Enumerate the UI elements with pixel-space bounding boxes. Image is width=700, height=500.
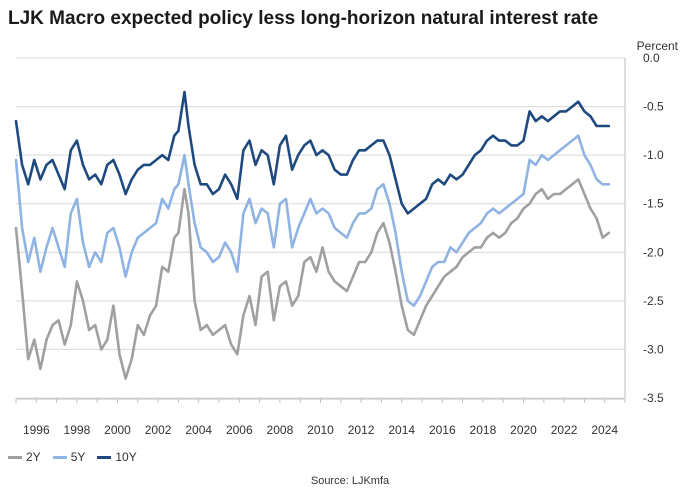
y-tick-label: -1.5: [643, 197, 664, 211]
y-tick-label: -2.0: [643, 245, 664, 259]
legend-label: 10Y: [115, 450, 137, 464]
x-tick-label: 2022: [551, 423, 578, 437]
x-tick-label: 2008: [267, 423, 294, 437]
x-tick-label: 2002: [145, 423, 172, 437]
series-lines: [14, 90, 611, 380]
x-tick-label: 2012: [348, 423, 375, 437]
legend: 2Y 5Y 10Y: [8, 450, 137, 464]
x-tick-label: 2020: [510, 423, 537, 437]
y-tick-label: -2.5: [643, 294, 664, 308]
y-tick-label: -0.5: [643, 100, 664, 114]
x-tick-label: 1998: [64, 423, 91, 437]
x-axis: 1996 1998 2000 2002 2004 2006 2008 2010 2012 2014…: [15, 398, 626, 437]
x-tick-label: 2006: [226, 423, 253, 437]
y-tick-label: -1.0: [643, 148, 664, 162]
y-axis: 0.0 -0.5 -1.0 -1.5 -2.0 -2.5 -3.0 -3.5: [624, 51, 664, 405]
series-line-2y: [14, 178, 611, 380]
legend-swatch: [52, 455, 67, 459]
legend-item-5y: 5Y: [52, 450, 86, 464]
y-axis-unit-label: Percent: [636, 39, 678, 53]
chart-title: LJK Macro expected policy less long-hori…: [8, 8, 599, 29]
y-tick-label: -3.0: [643, 342, 664, 356]
x-tick-label: 2018: [470, 423, 497, 437]
gridlines: [16, 57, 625, 399]
x-tick-label: 2014: [388, 423, 415, 437]
x-tick-label: 2016: [429, 423, 456, 437]
legend-item-2y: 2Y: [8, 450, 41, 464]
source-note: Source: LJKmfa: [310, 475, 390, 487]
legend-label: 5Y: [70, 450, 86, 464]
series-line-5y: [14, 134, 611, 308]
legend-swatch: [8, 455, 22, 459]
x-tick-label: 2000: [104, 423, 131, 437]
y-tick-label: 0.0: [643, 51, 660, 65]
legend-item-10y: 10Y: [97, 450, 137, 464]
x-tick-label: 1996: [23, 423, 50, 437]
x-tick-label: 2010: [307, 423, 334, 437]
series-line-10y: [14, 90, 611, 215]
x-tick-label: 2004: [185, 423, 212, 437]
x-tick-label: 2024: [591, 423, 618, 437]
legend-label: 2Y: [26, 450, 41, 464]
legend-swatch: [97, 455, 112, 459]
y-tick-label: -3.5: [643, 391, 664, 405]
